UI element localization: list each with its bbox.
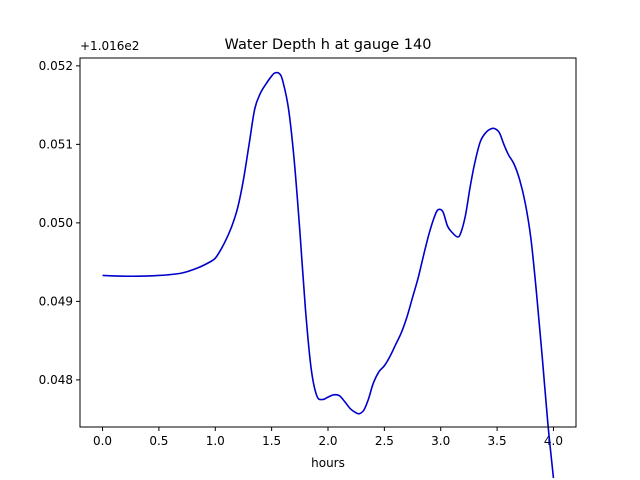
y-tick-label: 0.049 bbox=[39, 294, 73, 308]
y-tick-label: 0.048 bbox=[39, 373, 73, 387]
x-tick-label: 3.0 bbox=[431, 434, 450, 448]
y-offset-label: +1.016e2 bbox=[80, 39, 139, 53]
x-tick-label: 1.0 bbox=[206, 434, 225, 448]
x-tick-label: 0.5 bbox=[149, 434, 168, 448]
y-tick-label: 0.052 bbox=[39, 59, 73, 73]
x-tick-label: 2.0 bbox=[318, 434, 337, 448]
plot-frame bbox=[79, 57, 577, 428]
x-axis-label: hours bbox=[311, 456, 345, 470]
series-line bbox=[102, 71, 555, 479]
x-tick-label: 4.0 bbox=[544, 434, 563, 448]
y-tick-label: 0.050 bbox=[39, 216, 73, 230]
x-tick-label: 0.0 bbox=[93, 434, 112, 448]
series-layer bbox=[102, 71, 555, 479]
x-tick-label: 3.5 bbox=[488, 434, 507, 448]
chart-title: Water Depth h at gauge 140 bbox=[225, 37, 432, 53]
x-tick-label: 2.5 bbox=[375, 434, 394, 448]
y-tick-label: 0.051 bbox=[39, 137, 73, 151]
x-tick-label: 1.5 bbox=[262, 434, 281, 448]
